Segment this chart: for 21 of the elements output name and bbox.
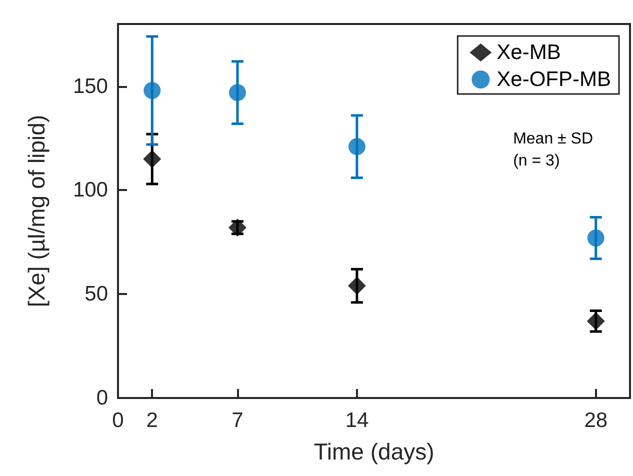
point <box>143 150 162 168</box>
point <box>348 138 366 156</box>
legend-label: Xe-MB <box>496 41 561 64</box>
x-tick-label: 14 <box>345 409 369 432</box>
x-tick-label: 7 <box>232 409 244 432</box>
point <box>348 276 366 295</box>
point <box>587 230 604 247</box>
x-tick-label: 0 <box>112 409 124 432</box>
point <box>144 82 161 99</box>
x-tick-label: 2 <box>146 409 158 432</box>
y-axis-title: [Xe] (µl/mg of lipid) <box>24 114 50 308</box>
point <box>586 312 605 330</box>
annotation: Mean ± SD (n = 3) <box>513 130 593 170</box>
x-axis-title: Time (days) <box>314 438 434 464</box>
y-tick-label: 50 <box>84 282 108 306</box>
y-tick-label: 0 <box>96 386 108 410</box>
legend-label: Xe-OFP-MB <box>496 68 611 91</box>
point <box>228 84 246 102</box>
y-tick-label: 150 <box>72 74 108 98</box>
x-tick-label: 28 <box>584 409 608 432</box>
y-tick-label: 100 <box>72 178 108 202</box>
